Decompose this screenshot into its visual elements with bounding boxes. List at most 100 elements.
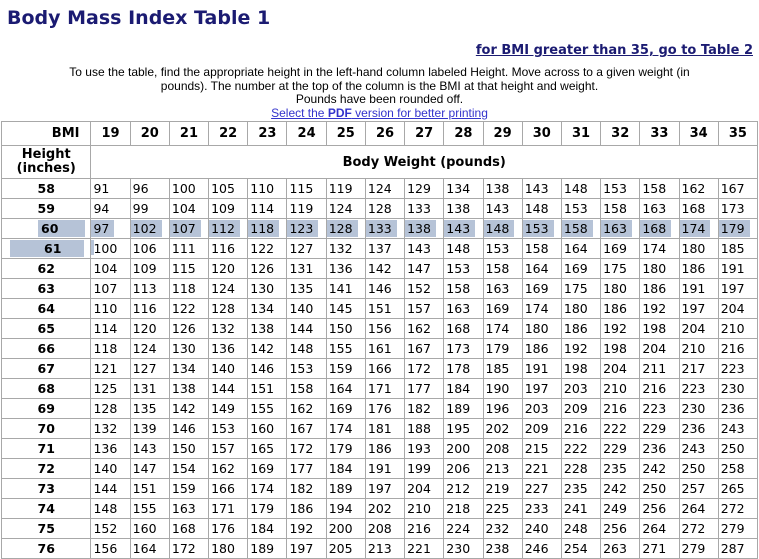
weight-value: 144 — [211, 381, 235, 396]
weight-value: 204 — [720, 301, 745, 316]
weight-cell: 138 — [247, 318, 288, 339]
weight-value: 216 — [603, 401, 627, 416]
weight-cell: 140 — [90, 458, 131, 479]
weight-cell: 140 — [286, 298, 327, 319]
weight-cell: 134 — [168, 358, 210, 379]
weight-value: 153 — [211, 421, 235, 436]
height-cell: 68 — [0, 378, 92, 399]
weight-cell: 127 — [286, 238, 327, 259]
height-label-line-1: Height — [21, 147, 71, 162]
bmi-column-header: 22 — [208, 121, 249, 146]
weight-value: 151 — [132, 481, 157, 496]
weight-cell: 203 — [560, 378, 602, 399]
bmi-column-header: 27 — [404, 121, 445, 146]
weight-cell: 134 — [247, 298, 288, 319]
height-cell: 65 — [0, 318, 92, 339]
weight-value: 131 — [289, 261, 314, 276]
weight-cell: 138 — [168, 378, 210, 399]
weight-cell: 223 — [717, 358, 759, 379]
weight-value: 264 — [642, 521, 667, 536]
weight-value: 115 — [289, 181, 314, 196]
weight-cell: 155 — [247, 398, 288, 419]
weight-value: 134 — [446, 181, 471, 196]
weight-cell: 128 — [90, 398, 131, 419]
weight-value: 100 — [171, 181, 196, 196]
weight-value: 192 — [289, 521, 314, 536]
weight-cell: 174 — [639, 238, 680, 259]
weight-value: 128 — [93, 401, 118, 416]
weight-value: 158 — [562, 220, 593, 237]
weight-cell: 150 — [168, 438, 210, 459]
weight-cell: 104 — [168, 198, 210, 219]
weight-value: 176 — [211, 521, 235, 536]
weight-cell: 150 — [325, 318, 366, 339]
weight-value: 148 — [93, 501, 118, 516]
weight-value: 142 — [250, 341, 275, 356]
weight-cell: 163 — [482, 278, 523, 299]
weight-value: 119 — [289, 201, 314, 216]
weight-cell: 197 — [521, 378, 562, 399]
weight-value: 133 — [407, 201, 431, 216]
weight-cell: 153 — [443, 258, 484, 279]
table-row: 63 107 113 118 124 130 135 141 146 152 158 163 169 17… — [0, 278, 759, 299]
weight-cell: 94 — [90, 198, 131, 219]
weight-cell: 208 — [364, 518, 406, 539]
weight-cell: 153 — [286, 358, 327, 379]
weight-value: 197 — [681, 301, 706, 316]
weight-cell: 119 — [286, 198, 327, 219]
weight-value: 264 — [681, 501, 706, 516]
weight-value: 128 — [327, 220, 358, 237]
weight-value: 190 — [485, 381, 510, 396]
weight-value: 222 — [603, 421, 627, 436]
weight-cell: 248 — [560, 518, 602, 539]
weight-value: 211 — [642, 361, 667, 376]
weight-cell: 136 — [208, 338, 249, 359]
weight-cell: 191 — [521, 358, 562, 379]
weight-value: 184 — [446, 381, 471, 396]
weight-cell: 143 — [404, 238, 445, 259]
weight-cell: 213 — [364, 538, 406, 559]
weight-value: 96 — [132, 181, 149, 196]
table-row: 71 136 143 150 157 165 172 179 186 193 200 208 215 22… — [0, 438, 759, 459]
table-row: 74 148 155 163 171 179 186 194 202 210 218 225 233 24… — [0, 498, 759, 519]
weight-value: 202 — [485, 421, 510, 436]
weight-cell: 153 — [482, 238, 523, 259]
weight-value: 216 — [563, 421, 588, 436]
weight-cell: 114 — [247, 198, 288, 219]
weight-value: 249 — [603, 501, 627, 516]
weight-value: 124 — [328, 201, 353, 216]
weight-value: 139 — [132, 421, 157, 436]
weight-cell: 158 — [521, 238, 562, 259]
table2-link[interactable]: for BMI greater than 35, go to Table 2 — [475, 43, 753, 58]
weight-value: 111 — [171, 241, 196, 256]
weight-cell: 205 — [325, 538, 366, 559]
height-cell: 75 — [0, 518, 92, 539]
weight-cell: 99 — [129, 198, 170, 219]
weight-value: 224 — [446, 521, 471, 536]
weight-value: 191 — [681, 281, 706, 296]
weight-value: 180 — [603, 281, 627, 296]
weight-value: 180 — [642, 261, 667, 276]
weight-cell: 184 — [247, 518, 288, 539]
weight-value: 105 — [211, 181, 235, 196]
weight-cell: 123 — [286, 218, 327, 239]
weight-cell: 154 — [168, 458, 210, 479]
weight-cell: 115 — [286, 178, 327, 199]
weight-cell: 243 — [678, 438, 719, 459]
pdf-version-link[interactable]: Select the PDF version for better printi… — [271, 106, 488, 120]
weight-cell: 186 — [560, 318, 602, 339]
weight-cell: 199 — [404, 458, 445, 479]
weight-cell: 228 — [560, 458, 602, 479]
weight-value: 180 — [211, 541, 235, 556]
weight-value: 136 — [328, 261, 353, 276]
weight-value: 158 — [485, 261, 510, 276]
weight-value: 153 — [485, 241, 510, 256]
weight-value: 124 — [367, 181, 392, 196]
weight-cell: 163 — [443, 298, 484, 319]
weight-cell: 271 — [639, 538, 680, 559]
weight-cell: 182 — [404, 398, 445, 419]
weight-value: 153 — [603, 181, 627, 196]
weight-cell: 143 — [521, 178, 562, 199]
weight-cell: 171 — [364, 378, 406, 399]
weight-value: 216 — [407, 521, 431, 536]
